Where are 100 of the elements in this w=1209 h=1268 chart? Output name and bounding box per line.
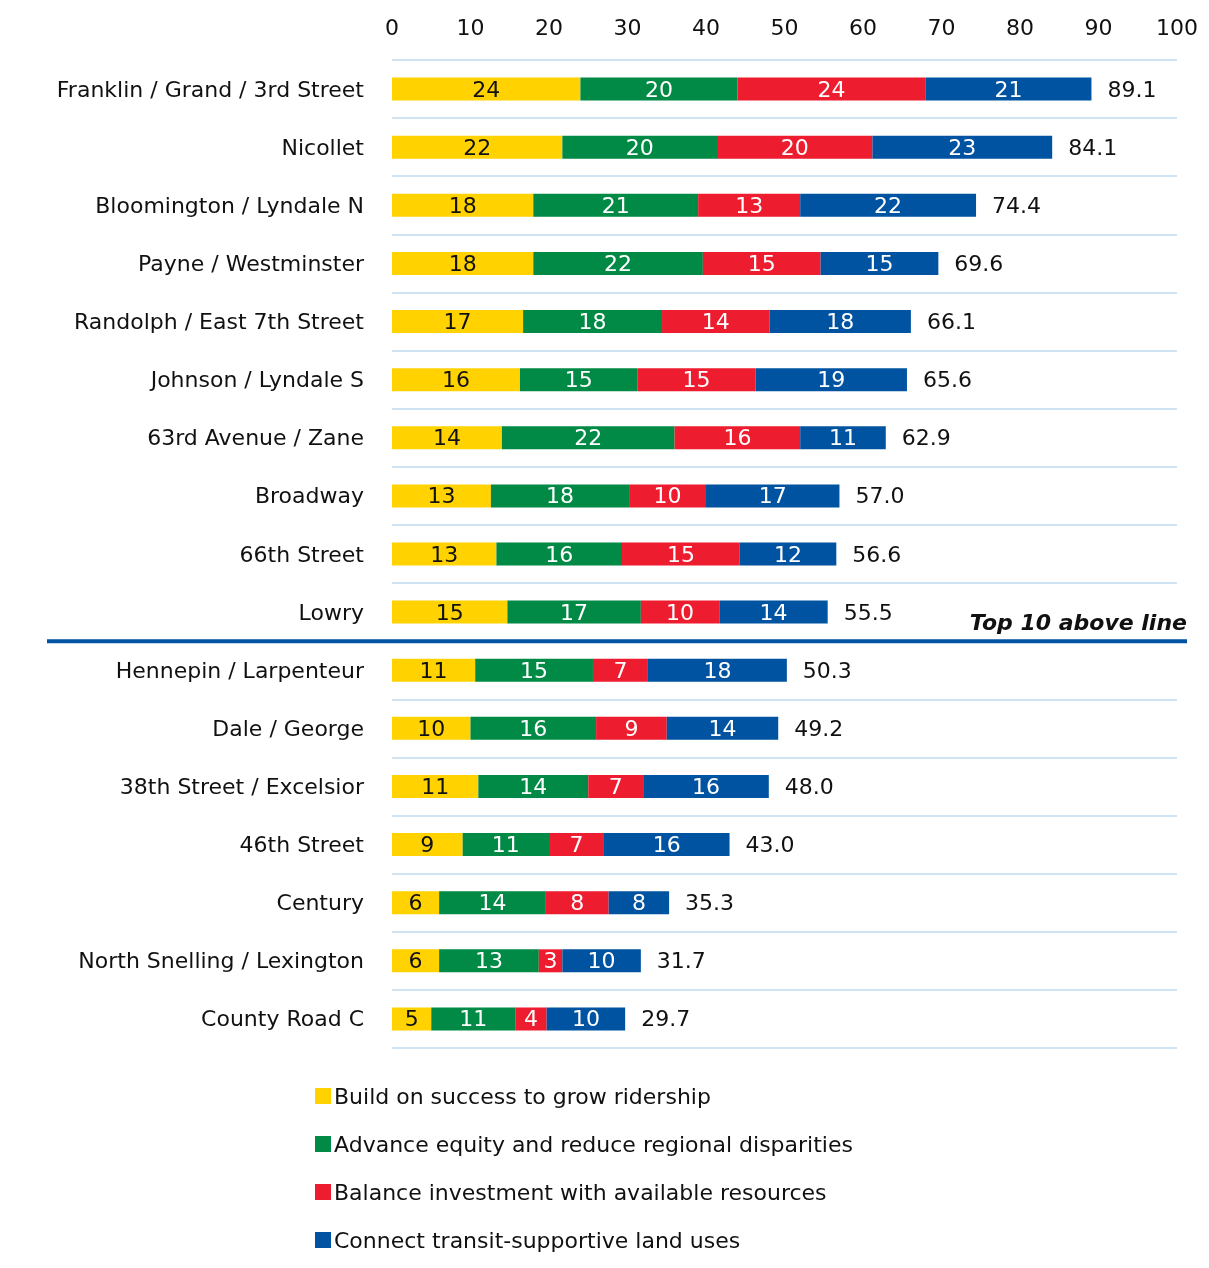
bar [490, 484, 630, 508]
data-label: 19 [817, 367, 846, 393]
data-label: 23 [948, 134, 977, 160]
bar [470, 716, 597, 740]
bar [769, 310, 911, 334]
bar [549, 833, 604, 857]
data-label: 21 [994, 76, 1023, 102]
total-label: 48.0 [784, 773, 834, 799]
data-label: 18 [578, 309, 607, 335]
bar [533, 193, 699, 217]
bar [719, 600, 828, 624]
legend-label: Build on success to grow ridership [334, 1083, 711, 1109]
bar [588, 774, 644, 798]
data-label: 4 [523, 1006, 538, 1032]
total-label: 69.6 [954, 250, 1004, 276]
data-label: 18 [448, 192, 477, 218]
bar [545, 891, 609, 915]
bar [800, 426, 886, 450]
x-tick-label: 90 [1084, 14, 1113, 40]
bar [507, 600, 641, 624]
bar [392, 774, 479, 798]
bar [439, 949, 539, 973]
data-label: 13 [474, 948, 503, 974]
bar [392, 600, 508, 624]
data-label: 16 [723, 425, 752, 451]
data-label: 21 [601, 192, 630, 218]
data-label: 15 [520, 657, 549, 683]
bar [698, 193, 801, 217]
y-tick-label: Bloomington / Lyndale N [95, 192, 364, 218]
data-label: 10 [653, 483, 682, 509]
bar [392, 716, 471, 740]
bar [462, 833, 549, 857]
total-label: 43.0 [745, 832, 795, 858]
bar [475, 658, 593, 682]
data-label: 16 [652, 832, 681, 858]
data-label: 11 [491, 832, 520, 858]
bar [392, 426, 502, 450]
bar [739, 542, 837, 566]
data-label: 15 [564, 367, 593, 393]
bar [562, 949, 641, 973]
total-label: 66.1 [926, 309, 976, 335]
y-tick-label: 46th Street [239, 832, 365, 858]
bar [392, 135, 563, 159]
y-tick-label: Franklin / Grand / 3rd Street [56, 76, 365, 102]
x-tick-label: 80 [1006, 14, 1034, 40]
bar [392, 542, 497, 566]
data-label: 10 [417, 715, 446, 741]
data-label: 16 [692, 773, 720, 799]
total-label: 29.7 [641, 1006, 691, 1032]
bar [392, 251, 534, 275]
y-tick-label: 38th Street / Excelsior [119, 773, 365, 799]
data-label: 6 [408, 948, 423, 974]
x-tick-label: 0 [385, 14, 399, 40]
data-label: 22 [874, 192, 903, 218]
bar [596, 716, 667, 740]
bar [637, 368, 756, 392]
y-tick-label: Dale / George [212, 715, 364, 741]
bar [519, 368, 638, 392]
y-tick-label: Nicollet [281, 134, 365, 160]
bar [702, 251, 821, 275]
data-label: 16 [545, 541, 574, 567]
data-label: 11 [828, 425, 857, 451]
data-label: 15 [865, 250, 894, 276]
data-label: 5 [404, 1006, 419, 1032]
data-label: 18 [448, 250, 477, 276]
data-label: 17 [758, 483, 787, 509]
bar [716, 135, 873, 159]
total-label: 62.9 [901, 425, 951, 451]
bar [562, 135, 717, 159]
total-label: 57.0 [855, 483, 905, 509]
y-tick-label: County Road C [201, 1006, 364, 1032]
data-label: 13 [430, 541, 459, 567]
data-label: 15 [435, 599, 464, 625]
data-label: 12 [774, 541, 803, 567]
y-tick-label: Century [276, 890, 364, 916]
bar [501, 426, 675, 450]
data-label: 14 [478, 890, 507, 916]
data-label: 10 [666, 599, 695, 625]
bar [755, 368, 907, 392]
total-label: 35.3 [685, 890, 735, 916]
data-label: 14 [432, 425, 461, 451]
data-label: 18 [826, 309, 855, 335]
bar [592, 658, 648, 682]
y-tick-label: Johnson / Lyndale S [148, 367, 364, 393]
data-label: 3 [543, 948, 558, 974]
data-label: 20 [625, 134, 654, 160]
bar [478, 774, 589, 798]
data-label: 22 [574, 425, 603, 451]
y-tick-label: 66th Street [239, 541, 365, 567]
bar [392, 484, 491, 508]
bar [580, 77, 738, 101]
x-tick-label: 50 [770, 14, 799, 40]
data-label: 20 [780, 134, 809, 160]
bar [925, 77, 1092, 101]
data-label: 16 [519, 715, 548, 741]
total-label: 56.6 [852, 541, 902, 567]
total-label: 55.5 [843, 599, 893, 625]
data-label: 9 [420, 832, 435, 858]
data-label: 7 [608, 773, 623, 799]
y-tick-label: 63rd Avenue / Zane [147, 425, 364, 451]
